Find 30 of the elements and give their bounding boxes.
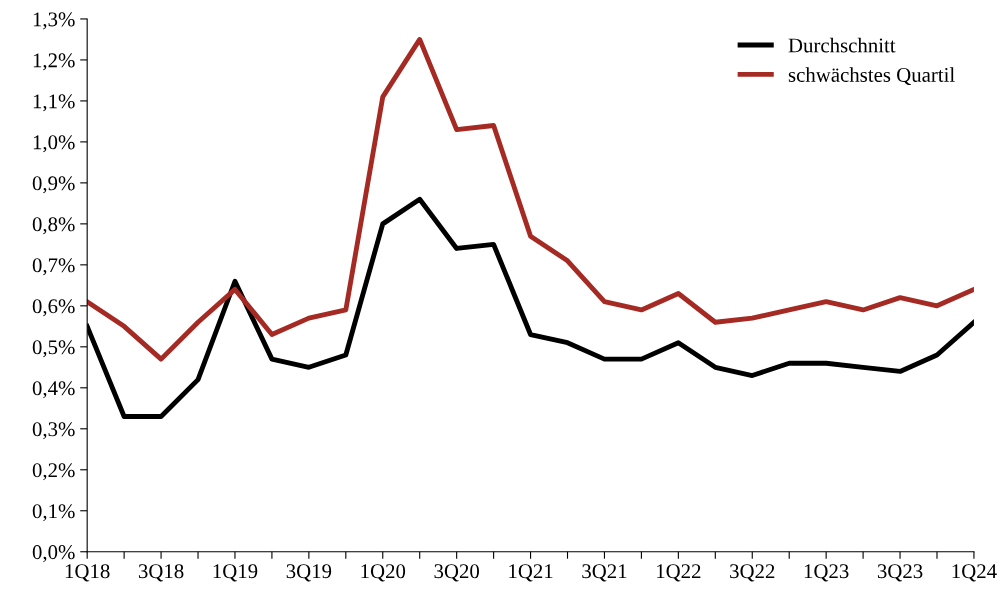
- y-tick-label: 0,6%: [32, 299, 75, 317]
- y-tick-label: 0,0%: [32, 545, 75, 563]
- y-tick-label: 0,3%: [32, 422, 75, 440]
- y-tick-label: 1,2%: [33, 53, 75, 71]
- x-tick-label: 3Q19: [286, 564, 332, 582]
- x-tick-label: 1Q18: [65, 564, 110, 582]
- y-tick-label: 0,9%: [32, 176, 75, 194]
- legend-label: schwächstes Quartil: [788, 67, 955, 86]
- y-tick-label: 1,3%: [33, 12, 75, 30]
- y-tick-label: 0,7%: [32, 258, 75, 276]
- y-tick-label: 0,1%: [32, 504, 75, 522]
- x-tick-label: 3Q23: [877, 564, 923, 582]
- x-tick-label: 3Q22: [730, 564, 775, 582]
- y-tick-label: 1,1%: [33, 94, 75, 112]
- x-tick-label: 1Q24: [952, 564, 997, 582]
- x-tick-label: 1Q20: [361, 564, 406, 582]
- y-tick-label: 0,4%: [32, 381, 75, 399]
- y-tick-label: 0,2%: [32, 463, 75, 481]
- x-tick-label: 3Q18: [138, 564, 184, 582]
- y-tick-label: 0,8%: [32, 217, 75, 235]
- y-tick-label: 0,5%: [32, 340, 75, 358]
- x-tick-label: 3Q21: [582, 564, 627, 582]
- x-tick-label: 1Q23: [804, 564, 849, 582]
- x-tick-label: 1Q22: [657, 564, 701, 582]
- x-tick-label: 1Q21: [509, 564, 553, 582]
- x-tick-label: 1Q19: [213, 564, 258, 582]
- line-series: [87, 37, 974, 362]
- y-tick-label: 1,0%: [33, 135, 75, 153]
- legend-label: Durchschnitt: [788, 37, 896, 53]
- x-tick-label: 3Q20: [434, 564, 480, 582]
